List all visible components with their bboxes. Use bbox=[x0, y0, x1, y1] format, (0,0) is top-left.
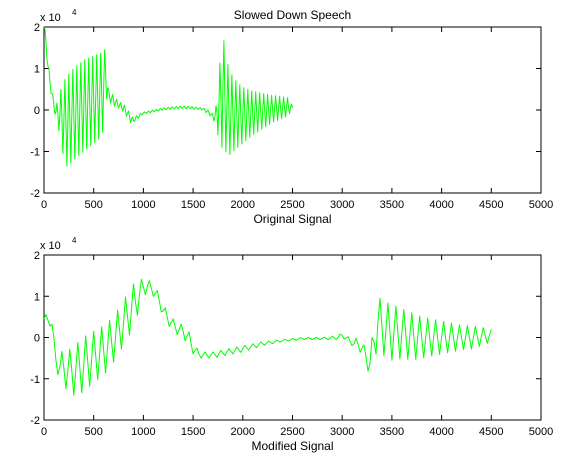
x-tick-label: 2500 bbox=[280, 199, 304, 211]
y-tick-label: 0 bbox=[34, 105, 40, 117]
plot-area bbox=[43, 26, 542, 194]
x-tick-label: 4500 bbox=[479, 199, 503, 211]
chart-title: Slowed Down Speech bbox=[234, 8, 351, 22]
y-multiplier-exponent: 4 bbox=[72, 8, 77, 17]
x-tick-label: 2000 bbox=[231, 199, 255, 211]
subplot-2: 0 500 1000 1500 2000 2500 3000 3500 4000 4500 5000… bbox=[30, 236, 553, 453]
x-tick-label: 500 bbox=[85, 199, 103, 211]
x-tick-label: 1000 bbox=[131, 199, 155, 211]
y-tick-label: -2 bbox=[30, 415, 40, 427]
x-tick-label: 4000 bbox=[429, 199, 453, 211]
y-multiplier-exponent: 4 bbox=[72, 236, 77, 245]
y-tick-label: 2 bbox=[34, 250, 40, 262]
y-tick-label: 1 bbox=[34, 291, 40, 303]
x-tick-label: 5000 bbox=[529, 426, 553, 438]
x-tick-label: 3500 bbox=[380, 426, 404, 438]
x-tick-label: 0 bbox=[41, 199, 47, 211]
y-tick-label: -1 bbox=[30, 147, 40, 159]
y-multiplier-label: x 10 bbox=[40, 240, 61, 252]
y-tick-label: 1 bbox=[34, 64, 40, 76]
plot-area bbox=[43, 254, 542, 421]
y-tick-label: -1 bbox=[30, 374, 40, 386]
x-tick-label: 2500 bbox=[280, 426, 304, 438]
x-tick-label: 5000 bbox=[529, 199, 553, 211]
x-tick-label: 3000 bbox=[330, 199, 354, 211]
y-multiplier-label: x 10 bbox=[40, 12, 61, 24]
x-tick-label: 0 bbox=[41, 426, 47, 438]
y-tick-label: -2 bbox=[30, 188, 40, 200]
x-tick-label: 1500 bbox=[181, 426, 205, 438]
x-tick-label: 500 bbox=[85, 426, 103, 438]
x-tick-label: 4500 bbox=[479, 426, 503, 438]
x-tick-label: 4000 bbox=[429, 426, 453, 438]
x-tick-label: 2000 bbox=[231, 426, 255, 438]
x-tick-label: 3000 bbox=[330, 426, 354, 438]
x-axis-label: Modified Signal bbox=[251, 439, 333, 453]
signal-line-2 bbox=[43, 278, 492, 396]
x-axis-label: Original Signal bbox=[253, 212, 331, 226]
x-tick-label: 3500 bbox=[380, 199, 404, 211]
subplot-1: 0 500 1000 1500 2000 2500 3000 3500 4000 4500 5000… bbox=[30, 8, 553, 226]
signal-line-1 bbox=[43, 26, 293, 167]
x-tick-label: 1500 bbox=[181, 199, 205, 211]
y-tick-label: 0 bbox=[34, 333, 40, 345]
y-tick-label: 2 bbox=[34, 22, 40, 34]
x-tick-label: 1000 bbox=[131, 426, 155, 438]
